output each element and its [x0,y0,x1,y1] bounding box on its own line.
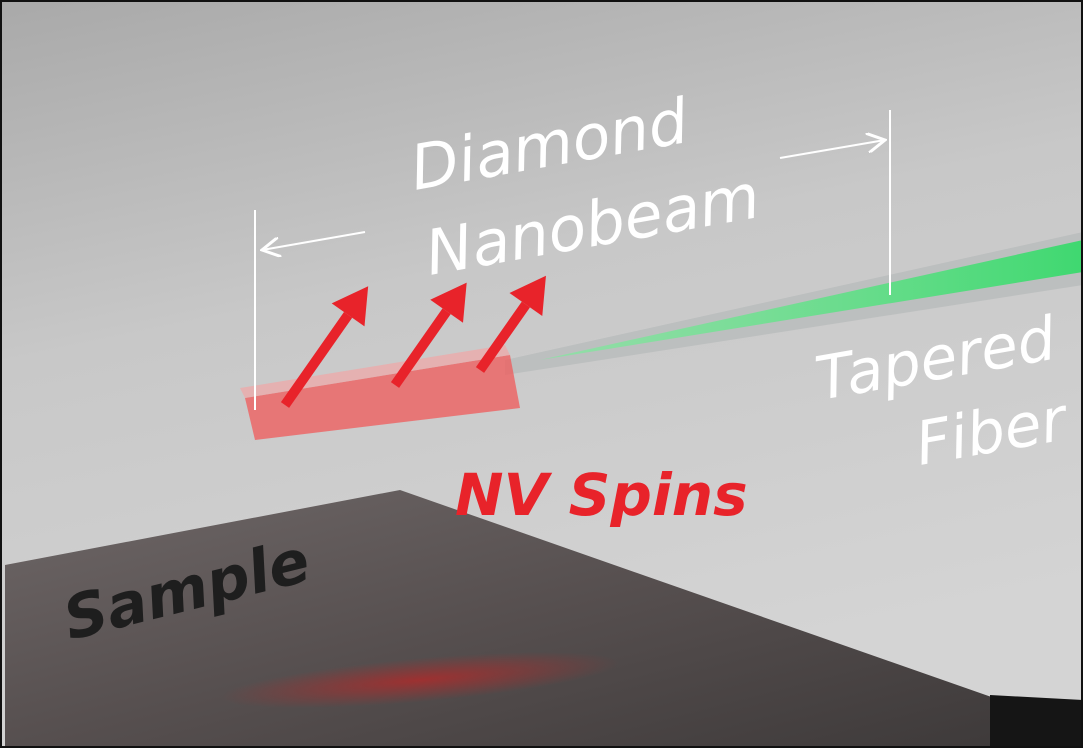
spin-arrow [390,282,467,388]
fiber-green-light [540,240,1083,360]
nanobeam-top [240,345,510,398]
label-nv-spins: NV Spins [455,461,748,529]
spin-arrow [280,286,369,408]
right-arrow [779,140,885,159]
diamond-nanobeam [245,355,520,440]
sample-edge [990,695,1083,748]
red-shadow [220,651,620,709]
spin-arrow [475,275,546,373]
nv-spin-arrows [280,275,546,408]
left-arrow [262,231,366,250]
